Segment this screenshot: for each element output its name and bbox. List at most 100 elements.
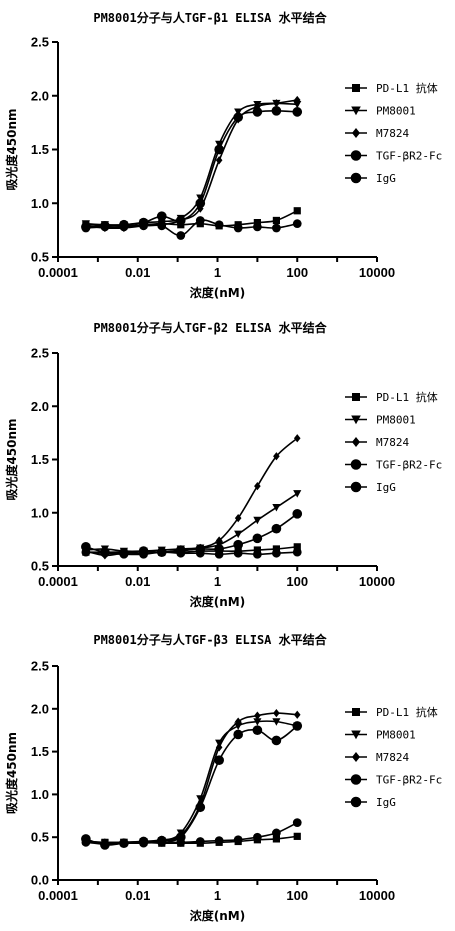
data-point — [234, 835, 243, 844]
data-point — [273, 217, 280, 224]
x-tick-label: 0.0001 — [38, 574, 78, 589]
data-point — [195, 198, 205, 208]
legend-label: PM8001 — [376, 105, 416, 118]
legend-label: M7824 — [376, 751, 409, 764]
y-tick-label: 1.0 — [31, 505, 49, 520]
x-tick-label: 0.01 — [125, 574, 150, 589]
data-point — [82, 224, 91, 233]
x-tick-label: 1 — [214, 888, 221, 903]
data-point — [234, 549, 243, 558]
legend-marker — [352, 752, 360, 762]
data-point — [294, 833, 301, 840]
series-curve — [86, 438, 297, 555]
x-tick-label: 100 — [286, 265, 308, 280]
y-tick-label: 2.0 — [31, 701, 49, 716]
data-point — [234, 531, 242, 538]
data-point — [294, 711, 301, 719]
data-point — [294, 207, 301, 214]
legend-label: PD-L1 抗体 — [376, 705, 438, 719]
legend: PD-L1 抗体 PM8001 M7824 TGF-βR2-Fc IgG — [345, 390, 442, 494]
data-point — [139, 550, 148, 559]
chart-title: PM8001分子与人TGF-β2 ELISA 水平结合 — [93, 320, 327, 335]
data-point — [176, 549, 185, 558]
legend: PD-L1 抗体 PM8001 M7824 TGF-βR2-Fc IgG — [345, 705, 442, 809]
legend-marker — [351, 150, 362, 161]
legend-marker — [352, 708, 360, 716]
legend-label: PM8001 — [376, 729, 416, 742]
data-point — [176, 231, 185, 240]
x-tick-label: 100 — [286, 574, 308, 589]
data-point — [157, 221, 166, 230]
data-point — [292, 107, 302, 117]
y-axis-label: 吸光度450nm — [4, 108, 19, 190]
data-point — [233, 540, 243, 550]
data-point — [292, 509, 302, 519]
y-tick-label: 2.0 — [31, 399, 49, 414]
legend: PD-L1 抗体 PM8001 M7824 TGF-βR2-Fc IgG — [345, 81, 442, 185]
legend-marker — [352, 437, 360, 447]
data-point — [294, 434, 301, 442]
data-point — [214, 755, 224, 765]
series-curve — [86, 823, 297, 844]
y-tick-label: 1.5 — [31, 744, 49, 759]
x-tick-label: 100 — [286, 888, 308, 903]
series-curve — [86, 726, 297, 845]
legend-label: PM8001 — [376, 414, 416, 427]
data-point — [233, 730, 243, 740]
legend-label: IgG — [376, 481, 396, 494]
chart-title: PM8001分子与人TGF-β1 ELISA 水平结合 — [93, 10, 327, 25]
data-point — [215, 836, 224, 845]
x-axis-label: 浓度(nM) — [190, 594, 245, 609]
data-point — [196, 216, 205, 225]
x-tick-label: 0.01 — [125, 265, 150, 280]
data-point — [139, 221, 148, 230]
series-3 — [83, 96, 301, 232]
legend-label: TGF-βR2-Fc — [376, 459, 442, 472]
x-tick-label: 0.0001 — [38, 888, 78, 903]
x-tick-label: 0.01 — [125, 888, 150, 903]
data-point — [234, 224, 243, 233]
data-point — [120, 223, 129, 232]
legend-marker — [351, 459, 362, 470]
legend-marker — [351, 173, 362, 184]
y-tick-label: 2.5 — [31, 35, 49, 50]
legend-marker — [352, 393, 360, 401]
series-3 — [83, 434, 301, 559]
series-curve — [86, 721, 297, 843]
data-point — [82, 548, 91, 557]
y-tick-label: 0.0 — [31, 873, 49, 888]
data-point — [253, 550, 262, 559]
chart-title: PM8001分子与人TGF-β3 ELISA 水平结合 — [93, 632, 327, 647]
legend-label: TGF-βR2-Fc — [376, 150, 442, 163]
data-point — [293, 490, 301, 497]
y-tick-label: 2.0 — [31, 88, 49, 103]
data-point — [101, 840, 110, 849]
x-tick-label: 0.0001 — [38, 265, 78, 280]
series-curve — [86, 211, 297, 226]
y-tick-label: 2.5 — [31, 659, 49, 674]
y-tick-label: 1.5 — [31, 142, 49, 157]
y-tick-label: 2.5 — [31, 346, 49, 361]
data-point — [101, 223, 110, 232]
y-tick-label: 0.5 — [31, 250, 49, 265]
series-2 — [82, 490, 302, 555]
data-point — [215, 220, 224, 229]
series-4 — [81, 721, 302, 850]
series-3 — [83, 709, 301, 847]
x-tick-label: 1 — [214, 265, 221, 280]
data-point — [157, 211, 167, 221]
y-axis-label: 吸光度450nm — [4, 732, 19, 814]
data-point — [101, 549, 110, 558]
legend-marker — [351, 482, 362, 493]
x-tick-label: 10000 — [359, 265, 395, 280]
chart-panel-2: PM8001分子与人TGF-β2 ELISA 水平结合 0.5 1.0 1.5 2.0 2… — [4, 320, 442, 609]
data-point — [176, 216, 186, 226]
data-point — [139, 839, 148, 848]
data-point — [196, 837, 205, 846]
data-point — [253, 833, 262, 842]
data-point — [253, 107, 263, 117]
data-point — [272, 224, 281, 233]
series-curve — [86, 100, 297, 228]
legend-label: PD-L1 抗体 — [376, 81, 438, 95]
data-point — [272, 829, 281, 838]
